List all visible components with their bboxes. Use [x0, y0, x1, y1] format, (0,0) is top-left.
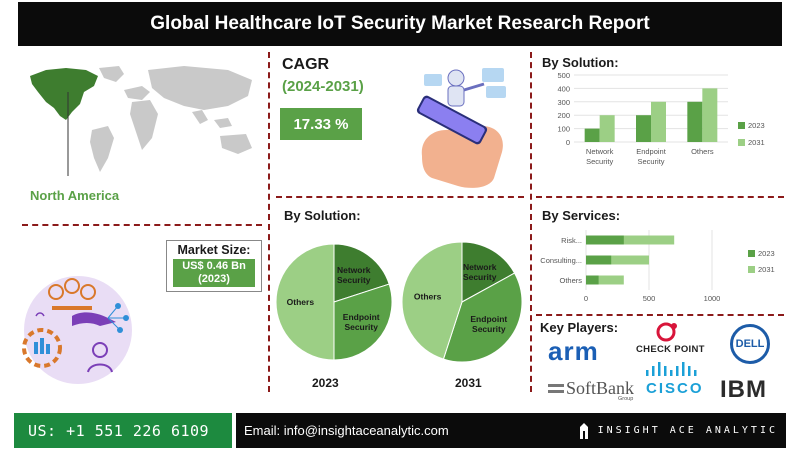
pie-slice-endpoint-security — [442, 272, 523, 363]
bar-solution-title: By Solution: — [542, 55, 619, 70]
softbank-mark-top — [548, 384, 564, 387]
y-tick-label: 0 — [566, 138, 570, 147]
bar-2031 — [599, 115, 615, 142]
pie-label: Network — [337, 265, 371, 275]
cisco-logo: CISCO — [646, 380, 704, 397]
pie-slice-endpoint-security — [333, 283, 393, 361]
softbank-group-label: Group — [618, 396, 634, 402]
market-size-value-line1: US$ 0.46 Bn — [182, 260, 246, 272]
legend-label-2031: 2031 — [758, 265, 775, 274]
pie-slice-others — [275, 243, 335, 361]
legend-label-2031: 2031 — [748, 138, 765, 147]
y-tick-label: Others — [559, 276, 582, 285]
footer-brand-text: INSIGHT ACE ANALYTIC — [597, 425, 778, 436]
pie-2031-year: 2031 — [455, 376, 482, 390]
pie-label: Endpoint — [343, 312, 380, 322]
x-tick-label: Security — [637, 157, 664, 166]
bar-2031 — [586, 275, 624, 285]
x-tick-label: 1000 — [704, 294, 721, 303]
y-tick-label: 500 — [557, 71, 570, 80]
pie-2023-year: 2023 — [312, 376, 339, 390]
market-size-box: Market Size: US$ 0.46 Bn (2023) — [166, 240, 262, 292]
bar-2031 — [702, 88, 718, 142]
legend-label-2023: 2023 — [758, 249, 775, 258]
market-size-value-line2: (2023) — [198, 273, 230, 285]
cagr-title: CAGR — [282, 56, 330, 73]
pie-slice-network-security — [461, 241, 516, 303]
legend-swatch-2023 — [748, 250, 755, 257]
y-tick-label: 300 — [557, 98, 570, 107]
separator-horizontal-right-top — [536, 196, 784, 198]
footer-phone: US: +1 551 226 6109 — [14, 413, 232, 448]
y-tick-label: 100 — [557, 125, 570, 134]
key-players-title: Key Players: — [540, 320, 619, 335]
check-point-logo: CHECK POINT — [636, 344, 705, 355]
bar-2023 — [586, 235, 624, 245]
y-tick-label: 400 — [557, 84, 570, 93]
solution-pies: NetworkSecurityEndpointSecurityOthersNet… — [275, 241, 523, 363]
legend-swatch-2023 — [738, 122, 745, 129]
check-point-icon — [656, 322, 677, 342]
bar-2031 — [586, 255, 649, 265]
brand-icon — [579, 422, 588, 439]
softbank-mark-bottom — [548, 390, 564, 393]
separator-vertical-left — [268, 52, 270, 392]
y-tick-label: 200 — [557, 111, 570, 120]
north-america-highlight — [30, 68, 98, 120]
pie-label: Security — [344, 322, 378, 332]
bar-services-title: By Services: — [542, 208, 621, 223]
footer-brand: INSIGHT ACE ANALYTIC — [578, 413, 778, 448]
y-tick-label: Consulting... — [540, 256, 582, 265]
report-title: Global Healthcare IoT Security Market Re… — [18, 2, 782, 46]
separator-horizontal-left — [22, 224, 262, 226]
y-tick-label: Risk... — [561, 236, 582, 245]
dell-logo: DELL — [730, 324, 770, 364]
bar-2023 — [584, 128, 600, 142]
market-size-label: Market Size: — [177, 243, 251, 257]
bar-2023 — [687, 101, 703, 142]
cagr-value: 17.33 % — [280, 108, 362, 140]
pie-slice-network-security — [333, 243, 390, 303]
bar-2023 — [586, 275, 599, 285]
bar-2031 — [586, 235, 675, 245]
pie-slice-others — [401, 241, 463, 360]
bar-2023 — [636, 115, 651, 142]
bar-2031 — [651, 101, 666, 142]
ibm-logo: IBM — [720, 376, 767, 403]
softbank-logo: SoftBank — [566, 378, 635, 398]
pie-label: Others — [287, 297, 315, 307]
iot-network-illustration — [22, 276, 132, 384]
footer-email: Email: info@insightaceanalytic.com — [244, 423, 449, 438]
cisco-bars-icon — [646, 362, 697, 376]
pies-title: By Solution: — [284, 208, 361, 223]
x-tick-label: Endpoint — [636, 147, 667, 156]
cagr-period: (2024-2031) — [282, 78, 364, 95]
bar-services-chart: 0 500 1000 Risk... Consulting... Others 2023 20… — [540, 230, 775, 303]
separator-horizontal-middle — [276, 196, 524, 198]
pie-label: Others — [414, 292, 442, 302]
world-map — [30, 66, 252, 176]
arm-logo: arm — [548, 336, 599, 366]
legend-swatch-2031 — [748, 266, 755, 273]
pie-label: Network — [463, 262, 497, 272]
bar-solution-chart: 0100200300400500NetworkSecurityEndpointS… — [557, 71, 765, 166]
pie-label: Security — [463, 272, 497, 282]
x-tick-label: Network — [586, 147, 614, 156]
separator-vertical-right — [530, 52, 532, 392]
footer-bar: Email: info@insightaceanalytic.com INSIG… — [236, 413, 786, 448]
separator-horizontal-right-bottom — [536, 314, 784, 316]
legend-label-2023: 2023 — [748, 121, 765, 130]
region-label: North America — [30, 188, 120, 203]
pie-label: Security — [337, 275, 371, 285]
x-tick-label: Others — [691, 147, 714, 156]
x-tick-label: 500 — [643, 294, 656, 303]
x-tick-label: Security — [586, 157, 613, 166]
x-tick-label: 0 — [584, 294, 588, 303]
pie-label: Endpoint — [470, 314, 507, 324]
pie-label: Security — [472, 324, 506, 334]
bar-2023 — [586, 255, 612, 265]
robot-phone-illustration — [416, 68, 506, 188]
market-size-value: US$ 0.46 Bn (2023) — [173, 259, 255, 287]
legend-swatch-2031 — [738, 139, 745, 146]
